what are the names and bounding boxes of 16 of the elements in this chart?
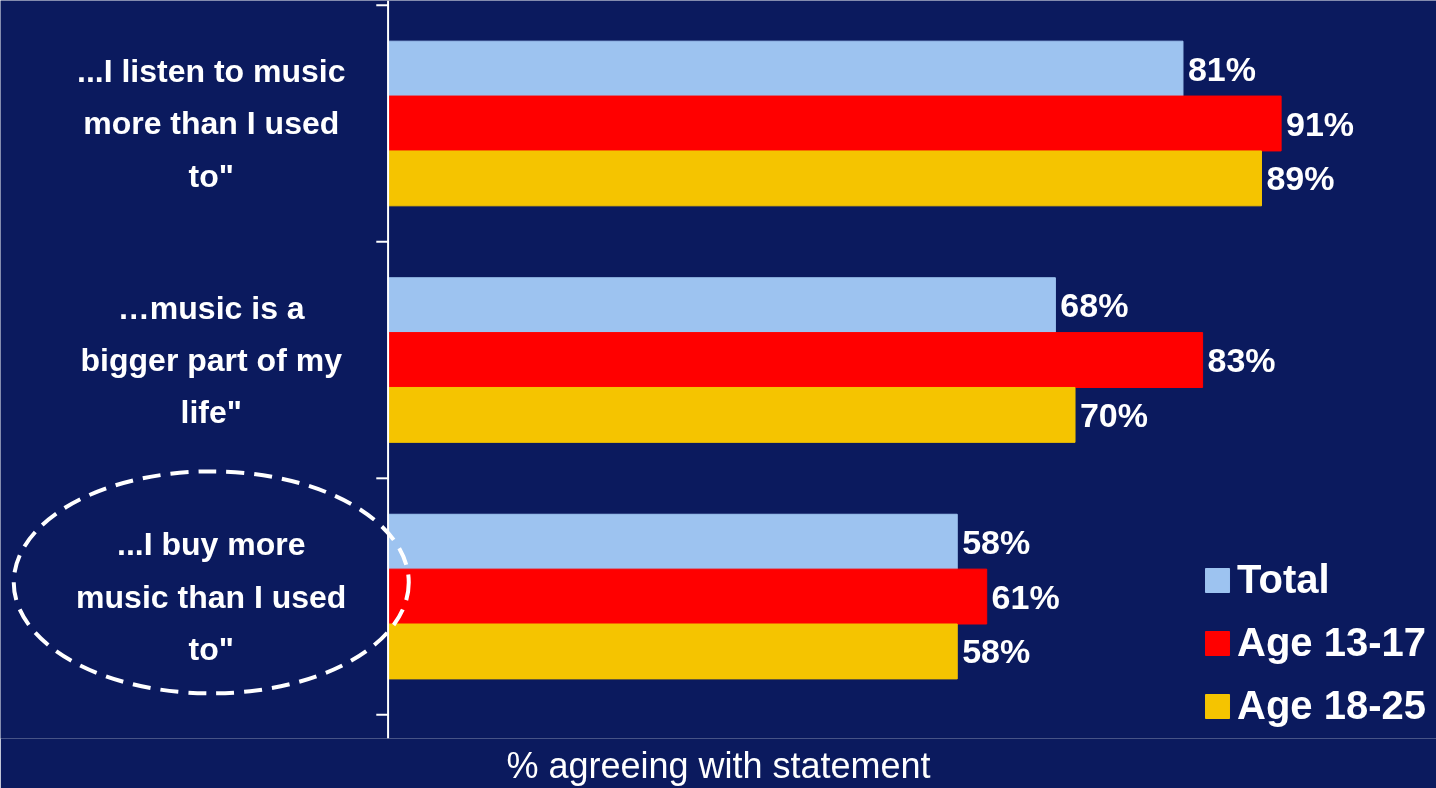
data-label: 58% bbox=[962, 522, 1031, 561]
data-label: 81% bbox=[1187, 49, 1256, 88]
legend-label: Age 13-17 bbox=[1237, 620, 1426, 665]
data-label: 89% bbox=[1266, 159, 1335, 198]
data-label: 83% bbox=[1207, 341, 1276, 380]
x-axis-title: % agreeing with statement bbox=[506, 744, 931, 786]
data-label: 58% bbox=[962, 632, 1031, 671]
data-label: 70% bbox=[1079, 395, 1148, 434]
y-tick-label: ...I buy more music than I used to" bbox=[76, 526, 347, 667]
y-tick-label: ...I listen to music more than I used to" bbox=[77, 53, 346, 194]
data-label: 91% bbox=[1286, 104, 1355, 143]
data-label: 68% bbox=[1060, 286, 1129, 325]
legend-label: Age 18-25 bbox=[1237, 683, 1426, 728]
y-tick-label: …music is a bigger part of my life" bbox=[80, 289, 343, 431]
legend-label: Total bbox=[1237, 557, 1330, 602]
data-label: 61% bbox=[991, 577, 1060, 616]
